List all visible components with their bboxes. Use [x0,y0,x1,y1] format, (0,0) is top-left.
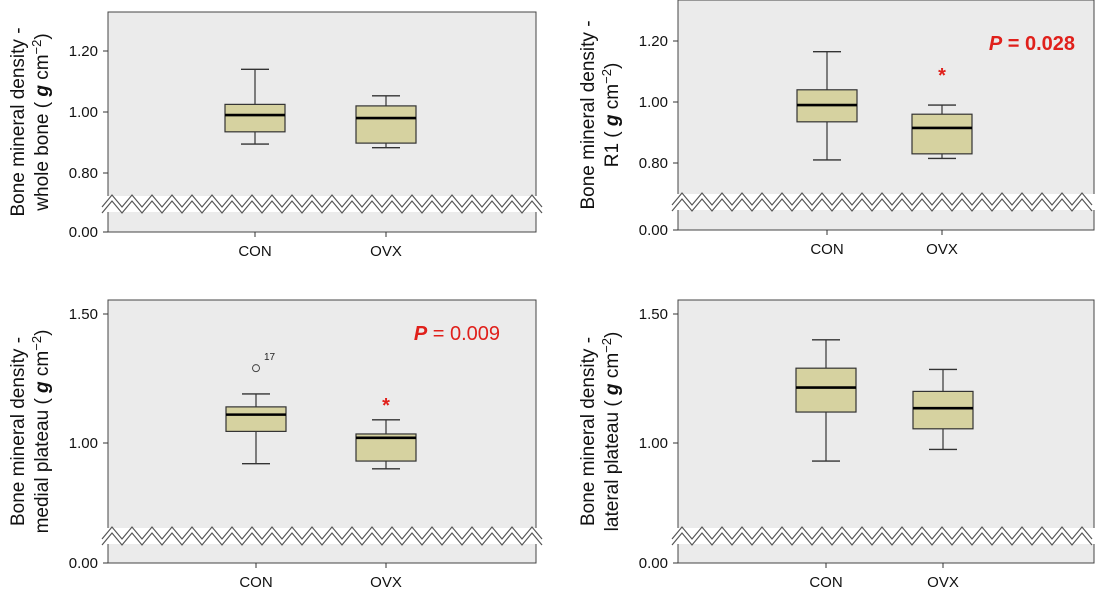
y-axis-title: Bone mineral density - lateral plateau ( … [578,332,623,532]
outlier-label: 17 [264,352,276,363]
x-tick-label: CON [810,241,843,258]
y-axis-title: Bone mineral density - whole bone ( g cm−… [8,27,53,216]
x-tick-label: OVX [927,574,959,589]
y-tick-label: 1.00 [69,104,98,121]
axis-break-band [672,528,1100,544]
y-axis-title-line1: Bone mineral density - [8,337,29,526]
plot-area [677,0,1095,231]
significance-star: * [382,395,390,417]
axis-break-line [101,200,543,214]
p-letter: P [989,33,1003,55]
y-axis-title: Bone mineral density - R1 ( g cm−2) [578,20,623,209]
outlier-point [252,364,260,373]
x-tick-label: CON [239,574,272,589]
p-value: = 0.009 [427,323,500,345]
box-con [796,50,858,161]
panel-2: 1.20 1.00 0.80 0.00 CON OVX P = 0.028 * Bone min… [578,0,1100,258]
y-axis-title-line1: Bone mineral density - [8,27,29,216]
x-tick-label: CON [238,243,271,260]
panel-4: 1.50 1.00 0.00 CON OVX Bone mineral density -… [578,299,1100,589]
box-con [225,393,287,465]
y-axis-title: Bone mineral density - medial plateau ( g… [8,330,53,534]
axis-break-line [101,526,543,540]
p-value-label: P = 0.009 [414,323,500,345]
box-ovx [911,104,973,160]
box-iqr [911,113,973,155]
y-axis-title-line2: lateral plateau ( g cm−2) [599,332,624,532]
y-tick-label: 1.50 [639,306,668,323]
axis-break-line [671,198,1093,212]
significance-star: * [938,65,946,87]
plot-area [107,11,537,233]
y-tick-label: 0.00 [639,222,668,239]
plot-area [107,299,537,564]
y-axis-title-line2: whole bone ( g cm−2) [29,33,54,211]
y-axis-title-line2: medial plateau ( g cm−2) [29,330,54,534]
axis-break-band [672,194,1100,210]
x-tick-label: OVX [370,574,402,589]
y-axis-title-line1: Bone mineral density - [578,337,599,526]
y-tick-label: 1.50 [69,306,98,323]
x-tick-label: OVX [370,243,402,260]
axis-break-line [101,532,543,546]
box-iqr [795,367,857,413]
axis-break-line [671,526,1093,540]
x-tick-label: CON [809,574,842,589]
y-axis-title-line2: R1 ( g cm−2) [599,63,624,168]
box-con [795,339,857,462]
box-iqr [225,406,287,432]
axis-break-line [101,194,543,208]
y-tick-label: 0.00 [639,555,668,572]
x-tick-label: OVX [926,241,958,258]
y-tick-label: 0.00 [69,224,98,241]
y-tick-label: 1.00 [69,435,98,452]
y-tick-label: 0.80 [639,155,668,172]
p-value-label: P = 0.028 [989,33,1075,55]
y-tick-label: 1.00 [639,435,668,452]
y-tick-label: 1.20 [639,33,668,50]
panel-1: 1.20 1.00 0.80 0.00 CON OVX Bone mineral densi… [8,11,543,260]
box-ovx [355,419,417,470]
panel-3: 1.50 1.00 0.00 CON OVX 17 P = 0.009 * Bone miner… [8,299,543,589]
box-iqr [355,105,417,144]
y-tick-label: 0.80 [69,165,98,182]
plot-area [677,299,1095,564]
p-letter: P [414,323,428,345]
y-axis-title-line1: Bone mineral density - [578,20,599,209]
box-con [224,68,286,145]
axis-break-band [102,196,542,212]
axis-break-line [671,532,1093,546]
axis-break-line [671,192,1093,206]
p-value: = 0.028 [1002,33,1075,55]
box-iqr [912,390,974,430]
y-tick-label: 1.00 [639,94,668,111]
box-iqr [224,103,286,133]
axis-break-band [102,528,542,544]
box-ovx [912,368,974,451]
y-tick-label: 1.20 [69,43,98,60]
y-tick-label: 0.00 [69,555,98,572]
box-ovx [355,95,417,149]
